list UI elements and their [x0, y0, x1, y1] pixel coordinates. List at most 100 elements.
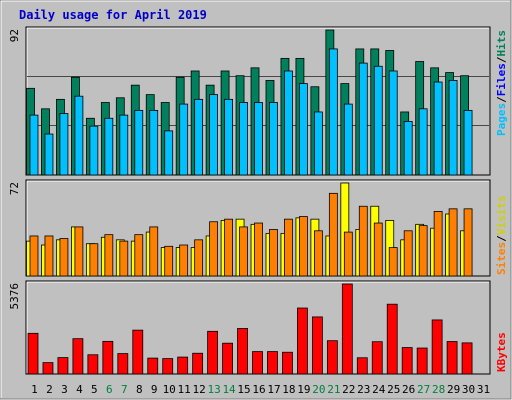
kbytes-bar	[326, 340, 338, 375]
kbytes-bar	[416, 347, 428, 375]
x-tick-label: 13	[207, 383, 220, 396]
files-bar	[134, 109, 144, 176]
sites-bar	[149, 226, 159, 277]
files-bar	[104, 117, 114, 176]
files-bar	[149, 109, 159, 176]
sites-bar	[179, 244, 189, 277]
files-bar	[343, 103, 353, 176]
kbytes-bar	[102, 340, 114, 375]
kbytes-bar	[87, 354, 99, 375]
sites-bar	[299, 216, 308, 277]
legend-entry: Hits	[495, 30, 508, 57]
sites-bar	[239, 226, 248, 277]
kbytes-bar	[222, 342, 233, 375]
files-bar	[373, 65, 383, 176]
sites-bar	[403, 230, 413, 277]
legend-entry: Visits	[495, 196, 508, 236]
x-tick-label: 23	[357, 383, 370, 396]
kbytes-bar	[147, 357, 159, 375]
sites-bar	[89, 243, 99, 277]
kbytes-bar	[297, 307, 308, 375]
kbytes-bar	[461, 342, 473, 375]
x-tick-label: 12	[193, 383, 206, 396]
sites-bar	[343, 231, 353, 277]
kbytes-bar	[356, 357, 368, 375]
files-bar	[44, 133, 54, 176]
files-bar	[254, 102, 263, 176]
x-tick-label: 31	[477, 383, 490, 396]
x-tick-label: 18	[282, 383, 295, 396]
files-bar	[74, 95, 84, 176]
x-axis-labels: 1 2 3 4 5 6 7 8 9 10 11 12 13 14 15 16 17 18 19 20 21 22 23 24 2…	[31, 383, 490, 396]
sites-bar	[284, 218, 293, 277]
files-bar	[29, 114, 39, 176]
kbytes-bar	[386, 303, 398, 375]
chart-title: Daily usage for April 2019	[19, 8, 207, 22]
files-bar	[448, 80, 458, 176]
sites-bar	[254, 222, 263, 277]
kbytes-bar	[117, 353, 129, 375]
kbytes-bar	[311, 316, 323, 375]
legend-entry: KBytes	[495, 332, 508, 372]
files-bar	[403, 121, 413, 176]
x-tick-label: 10	[163, 383, 176, 396]
kbytes-bar	[446, 341, 458, 375]
files-bar	[433, 81, 443, 176]
sites-bar	[104, 234, 114, 277]
y-axis-max-labels: 92 72 5376	[8, 29, 21, 310]
x-tick-label: 7	[121, 383, 128, 396]
legend-entry: Files	[495, 63, 508, 96]
x-tick-label: 14	[222, 383, 236, 396]
y-max-label-visits: 72	[8, 182, 21, 195]
files-bar	[209, 94, 219, 176]
sites-bar	[328, 192, 338, 277]
sites-bar	[269, 229, 278, 277]
x-tick-label: 24	[372, 383, 386, 396]
kbytes-bar	[341, 283, 353, 375]
kbytes-bar	[401, 347, 413, 375]
sites-bar	[313, 230, 323, 277]
sites-bar	[74, 226, 84, 277]
sites-bar	[209, 221, 219, 277]
files-bar	[194, 98, 204, 176]
legend-entry: /	[495, 235, 508, 242]
kbytes-bar	[57, 357, 69, 375]
sites-bar	[448, 208, 458, 277]
x-tick-label: 19	[297, 383, 310, 396]
legend-entry: /	[495, 96, 508, 103]
files-bar	[463, 109, 473, 176]
y-max-label-kbytes: 5376	[8, 283, 21, 310]
files-bar	[328, 48, 338, 176]
sites-bar	[373, 222, 383, 277]
x-tick-label: 25	[387, 383, 400, 396]
x-tick-label: 16	[252, 383, 265, 396]
files-bar	[164, 130, 174, 176]
x-tick-label: 8	[136, 383, 143, 396]
sites-bar	[418, 225, 428, 277]
sites-bar	[194, 239, 204, 277]
kbytes-bar	[207, 330, 219, 375]
kbytes-bar	[192, 352, 204, 375]
x-tick-label: 26	[402, 383, 415, 396]
sites-bar	[119, 240, 129, 277]
sites-bar	[164, 245, 174, 277]
y-max-label-hits: 92	[8, 29, 21, 42]
legend-entry: Sites	[495, 242, 508, 275]
x-tick-label: 28	[432, 383, 445, 396]
files-bar	[299, 83, 308, 176]
legend-visits-sites: Sites/Visits	[495, 196, 508, 276]
legend-entry: /	[495, 56, 508, 63]
kbytes-bar	[42, 362, 54, 375]
kbytes-bar	[27, 332, 39, 375]
sites-bar	[44, 235, 54, 277]
files-bar	[269, 102, 278, 176]
x-tick-label: 1	[31, 383, 38, 396]
x-tick-label: 21	[327, 383, 340, 396]
x-tick-label: 6	[106, 383, 113, 396]
kbytes-bar	[267, 351, 278, 375]
files-bar	[284, 70, 293, 176]
x-tick-label: 2	[46, 383, 53, 396]
bars	[26, 29, 473, 375]
